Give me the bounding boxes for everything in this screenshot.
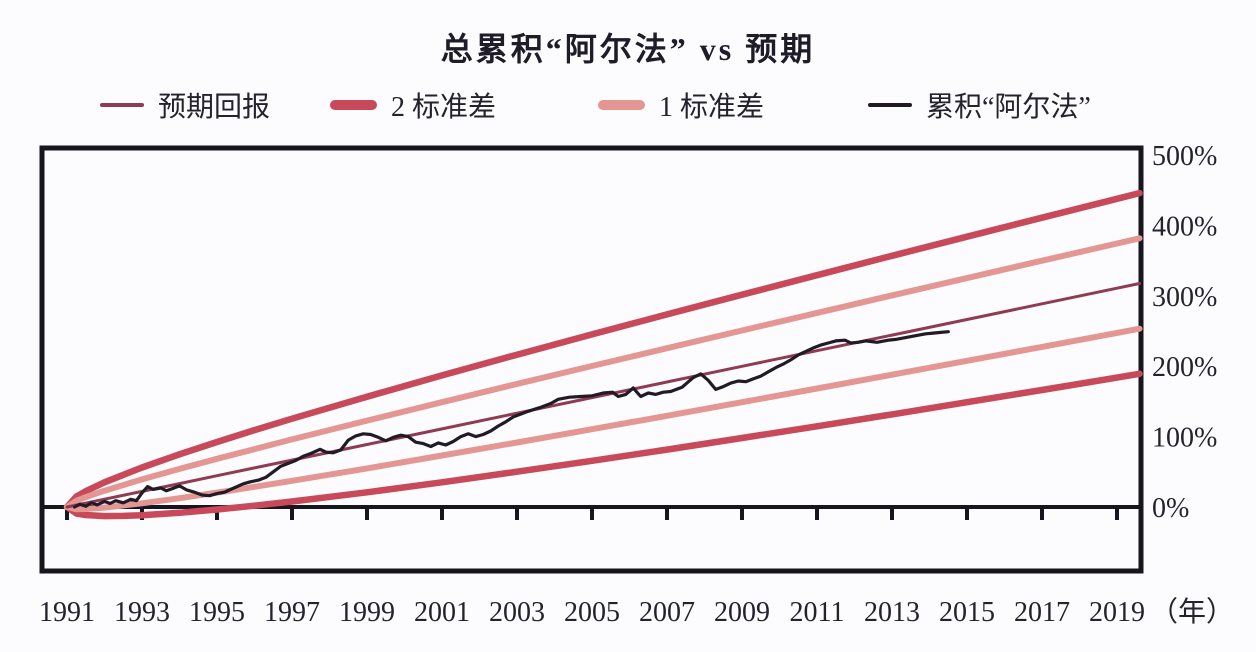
x-axis-label: 1997	[264, 597, 320, 628]
x-axis-label: 2003	[489, 597, 545, 628]
y-axis-label: 400%	[1152, 211, 1217, 242]
x-axis-unit-label: （年）	[1150, 596, 1234, 628]
y-axis-label: 200%	[1152, 352, 1217, 383]
series-band1-lower	[64, 325, 1143, 513]
legend-item-expected-return: 预期回报	[100, 86, 270, 124]
series-band2-lower	[63, 370, 1143, 520]
chart-legend: 预期回报 2 标准差 1 标准差 累积“阿尔法”	[0, 86, 1256, 124]
legend-item-1-std-dev: 1 标准差	[598, 86, 764, 124]
x-axis-label: 1995	[189, 597, 245, 628]
x-axis-label: 2011	[790, 597, 845, 628]
x-axis-label: 2015	[939, 597, 995, 628]
x-axis-label: 2009	[714, 597, 770, 628]
series-alpha	[72, 330, 950, 509]
one-std-dev-line-swatch	[598, 100, 645, 110]
x-axis-label: 1991	[39, 597, 95, 628]
x-axis-label: 2013	[864, 597, 920, 628]
x-axis-label: 2005	[564, 597, 620, 628]
legend-item-cumulative-alpha: 累积“阿尔法”	[868, 86, 1091, 124]
legend-label: 累积“阿尔法”	[926, 92, 1091, 123]
legend-label: 1 标准差	[659, 92, 765, 123]
x-axis-label: 2019	[1089, 597, 1145, 628]
y-axis-label: 100%	[1152, 423, 1217, 454]
series-band1-upper	[64, 235, 1143, 510]
expected-return-line-swatch	[100, 103, 144, 107]
y-axis-label: 300%	[1152, 282, 1217, 313]
x-axis-label: 2007	[639, 597, 695, 628]
y-axis-label: 0%	[1152, 493, 1189, 524]
cumulative-alpha-line-swatch	[868, 103, 912, 107]
x-axis-label: 1999	[339, 597, 395, 628]
y-axis-label: 500%	[1152, 141, 1217, 172]
legend-label: 2 标准差	[391, 92, 497, 123]
series-band2-upper	[63, 189, 1143, 511]
two-std-dev-line-swatch	[330, 100, 377, 110]
legend-item-2-std-dev: 2 标准差	[330, 86, 496, 124]
series-expected	[65, 282, 1141, 509]
plot-frame	[39, 145, 1144, 574]
chart-title: 总累积“阿尔法” vs 预期	[440, 31, 816, 67]
legend-label: 预期回报	[158, 92, 271, 123]
x-axis-label: 1993	[114, 597, 170, 628]
x-axis-label: 2017	[1014, 597, 1070, 628]
x-axis-label: 2001	[414, 597, 470, 628]
